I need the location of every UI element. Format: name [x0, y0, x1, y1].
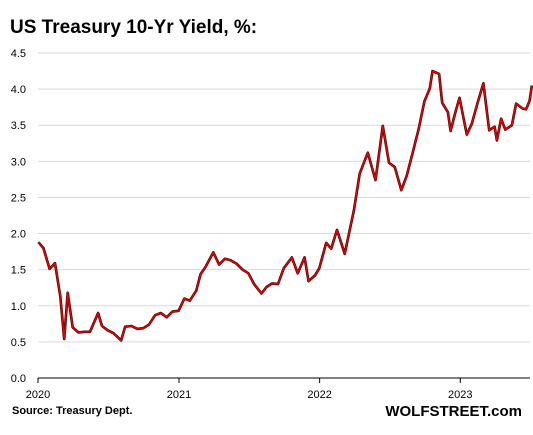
y-tick-label: 4.0 — [11, 84, 26, 96]
series-line — [37, 70, 533, 342]
y-tick-label: 1.0 — [11, 301, 26, 313]
y-tick-label: 2.0 — [11, 229, 26, 241]
y-tick-label: 1.5 — [11, 265, 26, 277]
chart-title: US Treasury 10-Yr Yield, %: — [10, 17, 257, 38]
gridlines — [38, 52, 530, 343]
x-tick-label: 2020 — [26, 389, 50, 401]
x-tick-label: 2022 — [307, 389, 331, 401]
x-axis-ticks: 2020 2021 2022 2023 — [26, 378, 473, 401]
brand-watermark: WOLFSTREET.com — [385, 403, 522, 420]
y-tick-label: 4.5 — [11, 48, 26, 60]
x-tick-label: 2023 — [448, 389, 472, 401]
x-tick-label: 2021 — [167, 389, 191, 401]
series-line-shadow — [37, 69, 533, 342]
y-tick-label: 3.5 — [11, 120, 26, 132]
y-tick-label: 2.5 — [11, 192, 26, 204]
y-axis-ticks: 0.0 0.5 1.0 1.5 2.0 2.5 3.0 3.5 4.0 4.5 — [11, 48, 26, 385]
source-note: Source: Treasury Dept. — [12, 405, 132, 417]
series-layer — [37, 69, 533, 342]
y-tick-label: 0.0 — [11, 373, 26, 385]
y-tick-label: 0.5 — [11, 337, 26, 349]
y-tick-label: 3.0 — [11, 156, 26, 168]
